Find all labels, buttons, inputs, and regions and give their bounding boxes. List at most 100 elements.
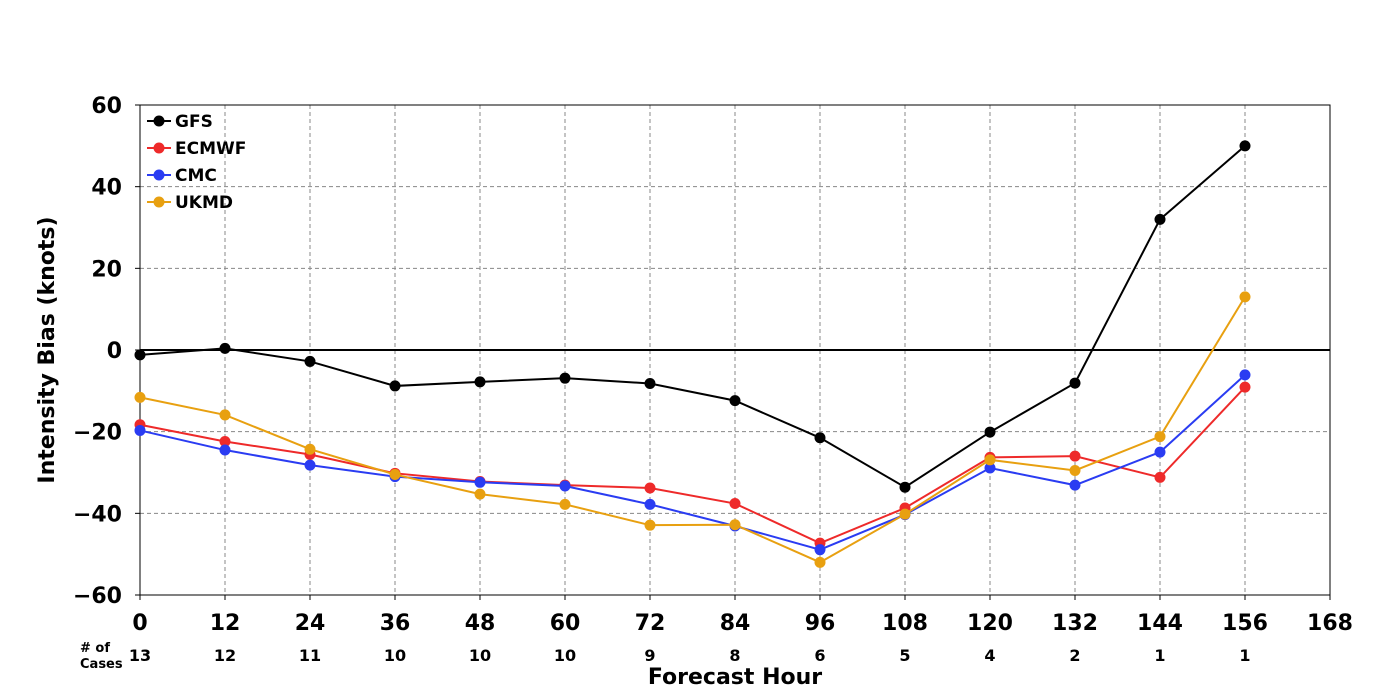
x-tick-label: 168: [1307, 611, 1353, 636]
x-tick-label: 108: [882, 611, 928, 636]
legend-item-gfs: GFS: [147, 112, 213, 132]
data-point: [304, 459, 316, 471]
case-count-label: 10: [384, 646, 406, 665]
series-gfs: [134, 140, 1251, 493]
data-point: [984, 462, 996, 474]
case-count-label: 2: [1069, 646, 1080, 665]
y-tick-label: −40: [73, 502, 122, 527]
x-tick-label: 12: [210, 611, 241, 636]
data-point: [559, 480, 571, 492]
x-tick-label: 96: [805, 611, 836, 636]
x-tick-label: 84: [720, 611, 751, 636]
y-tick-label: −60: [73, 584, 122, 609]
x-tick-label: 156: [1222, 611, 1268, 636]
data-point: [1154, 446, 1166, 458]
series-line: [139, 386, 1246, 545]
series-ecmwf: [134, 381, 1251, 549]
data-point: [219, 435, 231, 447]
legend-label: CMC: [175, 166, 217, 186]
case-count-label: 10: [469, 646, 491, 665]
data-point: [1069, 450, 1081, 462]
case-count-label: 8: [729, 646, 740, 665]
case-count-label: 4: [984, 646, 995, 665]
x-tick-label: 48: [465, 611, 496, 636]
data-point: [219, 444, 231, 456]
case-count-label: 13: [129, 646, 151, 665]
data-point: [474, 376, 486, 388]
data-point: [304, 443, 316, 455]
data-point: [899, 481, 911, 493]
legend-label: UKMD: [175, 193, 233, 213]
data-point: [899, 508, 911, 520]
x-tick-label: 0: [132, 611, 147, 636]
legend-label: ECMWF: [175, 139, 246, 159]
series-layer: [134, 140, 1251, 568]
data-point: [814, 432, 826, 444]
data-point: [1154, 213, 1166, 225]
x-tick-label: 144: [1137, 611, 1183, 636]
cases-title-line2: Cases: [80, 657, 123, 672]
data-point: [1239, 381, 1251, 393]
data-point: [644, 377, 656, 389]
series-line: [139, 145, 1246, 489]
data-point: [644, 482, 656, 494]
case-count-label: 6: [814, 646, 825, 665]
x-axis-title: Forecast Hour: [648, 665, 822, 690]
data-point: [644, 519, 656, 531]
legend-swatch-marker: [153, 196, 165, 208]
case-count-label: 11: [299, 646, 321, 665]
x-tick-label: 36: [380, 611, 411, 636]
legend-item-cmc: CMC: [147, 166, 217, 186]
x-tick-label: 72: [635, 611, 666, 636]
cases-title-line1: # of: [80, 641, 110, 656]
data-point: [559, 372, 571, 384]
data-point: [1239, 291, 1251, 303]
data-point: [644, 498, 656, 510]
y-tick-label: 20: [91, 257, 122, 282]
data-point: [984, 426, 996, 438]
data-point: [474, 488, 486, 500]
data-point: [389, 380, 401, 392]
case-count-label: 9: [644, 646, 655, 665]
data-point: [304, 355, 316, 367]
legend-item-ukmd: UKMD: [147, 193, 233, 213]
data-point: [1239, 140, 1251, 152]
data-point: [729, 519, 741, 531]
data-point: [219, 409, 231, 421]
data-point: [219, 342, 231, 354]
data-point: [1239, 369, 1251, 381]
legend-item-ecmwf: ECMWF: [147, 139, 246, 159]
legend-swatch-marker: [153, 115, 165, 127]
series-line: [139, 296, 1246, 564]
data-point: [559, 498, 571, 510]
y-tick-label: 40: [91, 176, 122, 201]
case-count-label: 1: [1154, 646, 1165, 665]
x-tick-label: 24: [295, 611, 326, 636]
legend: GFS ECMWF CMC UKMD: [147, 112, 246, 213]
y-axis-title: Intensity Bias (knots): [35, 216, 60, 483]
data-point: [814, 556, 826, 568]
data-point: [389, 469, 401, 481]
series-cmc: [134, 369, 1251, 556]
data-point: [814, 544, 826, 556]
y-tick-label: 60: [91, 94, 122, 119]
legend-swatch-marker: [153, 169, 165, 181]
y-tick-label: −20: [73, 421, 122, 446]
data-point: [729, 498, 741, 510]
x-tick-label: 120: [967, 611, 1013, 636]
data-point: [1154, 431, 1166, 443]
series-ukmd: [134, 291, 1251, 568]
data-point: [984, 454, 996, 466]
data-point: [1069, 377, 1081, 389]
y-tick-label: 0: [107, 339, 122, 364]
tick-labels-layer: 0 12 24 36 48 60 72 84 96 108 120 132 144 156 168 60 40 2…: [73, 94, 1353, 636]
case-count-label: 5: [899, 646, 910, 665]
case-count-label: 12: [214, 646, 236, 665]
data-point: [1154, 471, 1166, 483]
legend-swatch-marker: [153, 142, 165, 154]
case-count-label: 1: [1239, 646, 1250, 665]
data-point: [729, 395, 741, 407]
data-point: [1069, 479, 1081, 491]
